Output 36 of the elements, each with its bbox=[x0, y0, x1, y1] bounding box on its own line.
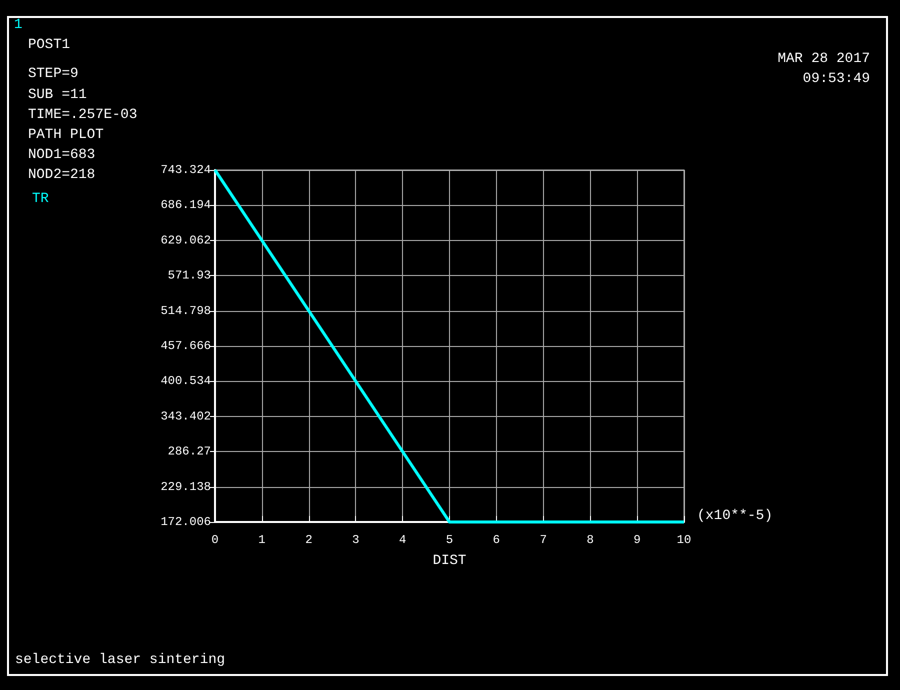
text: NOD2=218 bbox=[28, 167, 96, 183]
x-tick-label: 6 bbox=[492, 533, 500, 547]
text: MAR 28 2017 bbox=[778, 51, 870, 67]
y-tick-label: 457.666 bbox=[160, 339, 211, 353]
text: SUB =11 bbox=[28, 87, 87, 103]
text: 1 bbox=[14, 17, 22, 33]
y-tick-label: 514.798 bbox=[160, 304, 211, 318]
text: 09:53:49 bbox=[802, 71, 870, 87]
x-tick-label: 7 bbox=[540, 533, 547, 547]
text: TR bbox=[32, 191, 50, 207]
y-tick-label: 571.93 bbox=[168, 268, 211, 283]
x-axis-title: DIST bbox=[432, 553, 466, 569]
y-tick-label: 400.534 bbox=[160, 374, 211, 388]
y-tick-label: 229.138 bbox=[160, 480, 211, 494]
x-tick-label: 10 bbox=[676, 533, 692, 547]
x-tick-label: 9 bbox=[634, 533, 641, 547]
y-tick-label: 172.006 bbox=[160, 515, 211, 529]
y-tick-label: 629.062 bbox=[160, 233, 211, 248]
text: selective laser sintering bbox=[15, 652, 226, 668]
x-tick-label: 3 bbox=[352, 533, 360, 547]
text: PATH PLOT bbox=[28, 127, 104, 143]
x-tick-label: 8 bbox=[586, 533, 594, 547]
text: STEP=9 bbox=[28, 66, 78, 82]
text: (x10**-5) bbox=[697, 508, 773, 524]
text: NOD1=683 bbox=[28, 147, 96, 163]
y-tick-label: 686.194 bbox=[160, 198, 211, 212]
x-tick-label: 1 bbox=[258, 533, 266, 547]
x-tick-label: 5 bbox=[446, 533, 454, 547]
y-tick-label: 343.402 bbox=[160, 409, 211, 424]
y-tick-label: 286.27 bbox=[168, 444, 211, 459]
text: POST1 bbox=[28, 37, 70, 53]
text: TIME=.257E-03 bbox=[28, 107, 138, 123]
y-tick-label: 743.324 bbox=[160, 163, 211, 177]
x-tick-label: 0 bbox=[211, 533, 219, 547]
x-tick-label: 2 bbox=[305, 533, 312, 547]
x-tick-label: 4 bbox=[399, 533, 406, 547]
